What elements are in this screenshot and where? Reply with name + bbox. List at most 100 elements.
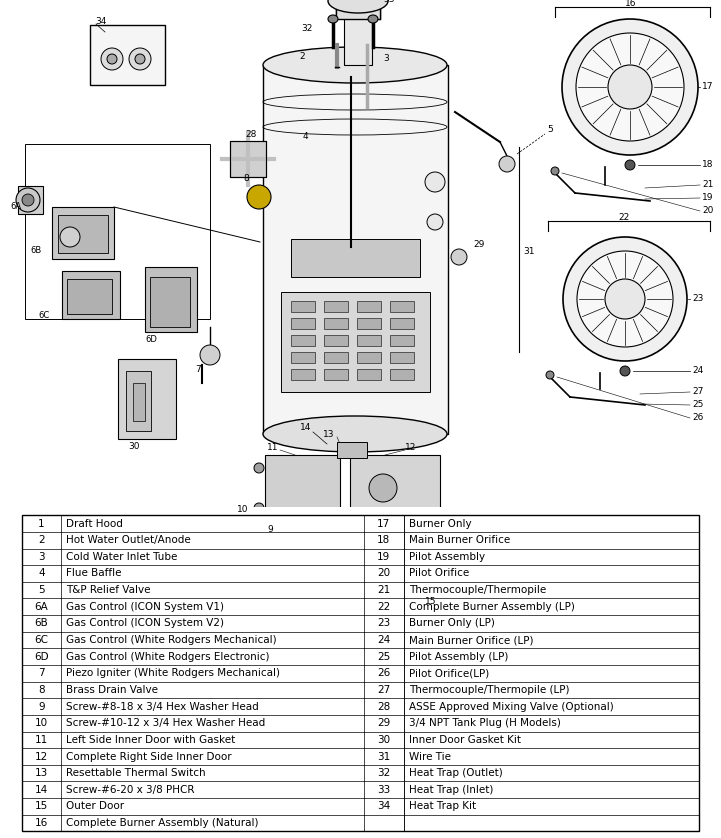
Bar: [357, 318, 381, 329]
Text: Draft Hood: Draft Hood: [66, 519, 123, 529]
Text: Screw-#8-18 x 3/4 Hex Washer Head: Screw-#8-18 x 3/4 Hex Washer Head: [66, 701, 259, 711]
Text: 33: 33: [383, 0, 394, 3]
Text: 6B: 6B: [35, 618, 48, 628]
Bar: [150, 277, 190, 327]
Circle shape: [247, 185, 271, 209]
Ellipse shape: [608, 65, 652, 109]
Text: 24: 24: [377, 635, 391, 645]
Text: 10: 10: [237, 505, 249, 515]
Text: Outer Door: Outer Door: [66, 801, 125, 811]
Bar: [58, 215, 108, 253]
Text: 19: 19: [377, 552, 391, 561]
Text: Gas Control (White Rodgers Electronic): Gas Control (White Rodgers Electronic): [66, 652, 270, 662]
Text: Thermocouple/Thermopile: Thermocouple/Thermopile: [409, 585, 546, 595]
Text: Gas Control (White Rodgers Mechanical): Gas Control (White Rodgers Mechanical): [66, 635, 277, 645]
Ellipse shape: [625, 160, 635, 170]
Text: Complete Burner Assembly (Natural): Complete Burner Assembly (Natural): [66, 818, 259, 828]
Text: 8: 8: [38, 685, 45, 695]
Text: 17: 17: [377, 519, 391, 529]
Text: 16: 16: [625, 0, 637, 8]
Bar: [336, 0, 380, 19]
Bar: [324, 369, 348, 380]
Text: 15: 15: [35, 801, 48, 811]
Text: Left Side Inner Door with Gasket: Left Side Inner Door with Gasket: [66, 735, 236, 745]
Circle shape: [22, 194, 34, 206]
Text: 19: 19: [702, 194, 714, 203]
Text: 10: 10: [35, 718, 48, 728]
Text: Gas Control (ICON System V2): Gas Control (ICON System V2): [66, 618, 224, 628]
Circle shape: [427, 214, 443, 230]
Text: 21: 21: [377, 585, 391, 595]
Text: 28: 28: [377, 701, 391, 711]
Text: 9: 9: [38, 701, 45, 711]
Text: Heat Trap (Outlet): Heat Trap (Outlet): [409, 768, 503, 779]
Bar: [145, 267, 197, 332]
Bar: [291, 352, 315, 363]
Text: Cold Water Inlet Tube: Cold Water Inlet Tube: [66, 552, 177, 561]
Circle shape: [60, 227, 80, 247]
Ellipse shape: [129, 48, 151, 70]
Bar: [390, 301, 414, 312]
Text: 32: 32: [301, 24, 312, 34]
Text: 12: 12: [35, 752, 48, 762]
Ellipse shape: [328, 0, 388, 13]
Text: 32: 32: [377, 768, 391, 779]
Text: 2: 2: [38, 535, 45, 546]
Text: 4: 4: [38, 568, 45, 578]
Bar: [18, 186, 43, 214]
Text: 31: 31: [377, 752, 391, 762]
Text: Pilot Assembly (LP): Pilot Assembly (LP): [409, 652, 508, 662]
Text: Complete Burner Assembly (LP): Complete Burner Assembly (LP): [409, 602, 575, 612]
Text: Pilot Orifice(LP): Pilot Orifice(LP): [409, 669, 489, 678]
Text: 23: 23: [377, 618, 391, 628]
Bar: [281, 292, 430, 392]
Ellipse shape: [263, 416, 447, 452]
Bar: [291, 301, 315, 312]
Text: 11: 11: [267, 443, 278, 453]
Text: 25: 25: [692, 401, 704, 410]
Text: 30: 30: [377, 735, 391, 745]
Text: 29: 29: [473, 241, 485, 250]
Ellipse shape: [562, 19, 698, 155]
Bar: [230, 141, 266, 177]
Text: Piezo Igniter (White Rodgers Mechanical): Piezo Igniter (White Rodgers Mechanical): [66, 669, 280, 678]
Text: Heat Trap (Inlet): Heat Trap (Inlet): [409, 784, 493, 794]
Text: 28: 28: [245, 131, 257, 139]
Ellipse shape: [563, 237, 687, 361]
Text: 9: 9: [267, 525, 273, 535]
Text: 26: 26: [692, 413, 704, 422]
Circle shape: [107, 54, 117, 64]
Text: 8: 8: [243, 174, 249, 184]
Text: Inner Door Gasket Kit: Inner Door Gasket Kit: [409, 735, 521, 745]
Bar: [265, 455, 340, 520]
Text: ASSE Approved Mixing Valve (Optional): ASSE Approved Mixing Valve (Optional): [409, 701, 614, 711]
Ellipse shape: [368, 15, 378, 23]
Bar: [25, 144, 210, 319]
Bar: [324, 301, 348, 312]
Text: Complete Right Side Inner Door: Complete Right Side Inner Door: [66, 752, 232, 762]
Bar: [390, 335, 414, 346]
Text: 3: 3: [383, 54, 389, 64]
Text: Resettable Thermal Switch: Resettable Thermal Switch: [66, 768, 206, 779]
Text: 4: 4: [303, 132, 309, 142]
Bar: [90, 25, 165, 85]
Bar: [52, 207, 114, 259]
Ellipse shape: [16, 188, 40, 212]
Bar: [344, 0, 372, 65]
Text: Flue Baffle: Flue Baffle: [66, 568, 122, 578]
Text: 17: 17: [702, 82, 714, 91]
Text: 3: 3: [38, 552, 45, 561]
Text: 25: 25: [377, 652, 391, 662]
Circle shape: [254, 503, 264, 513]
Text: 3/4 NPT Tank Plug (H Models): 3/4 NPT Tank Plug (H Models): [409, 718, 561, 728]
Text: Wire Tie: Wire Tie: [409, 752, 451, 762]
Text: Burner Only (LP): Burner Only (LP): [409, 618, 495, 628]
Text: 6D: 6D: [145, 335, 157, 344]
Ellipse shape: [328, 15, 338, 23]
Bar: [350, 455, 440, 520]
Text: Hot Water Outlet/Anode: Hot Water Outlet/Anode: [66, 535, 191, 546]
Bar: [62, 271, 120, 319]
Bar: [357, 369, 381, 380]
Bar: [357, 352, 381, 363]
Circle shape: [451, 249, 467, 265]
